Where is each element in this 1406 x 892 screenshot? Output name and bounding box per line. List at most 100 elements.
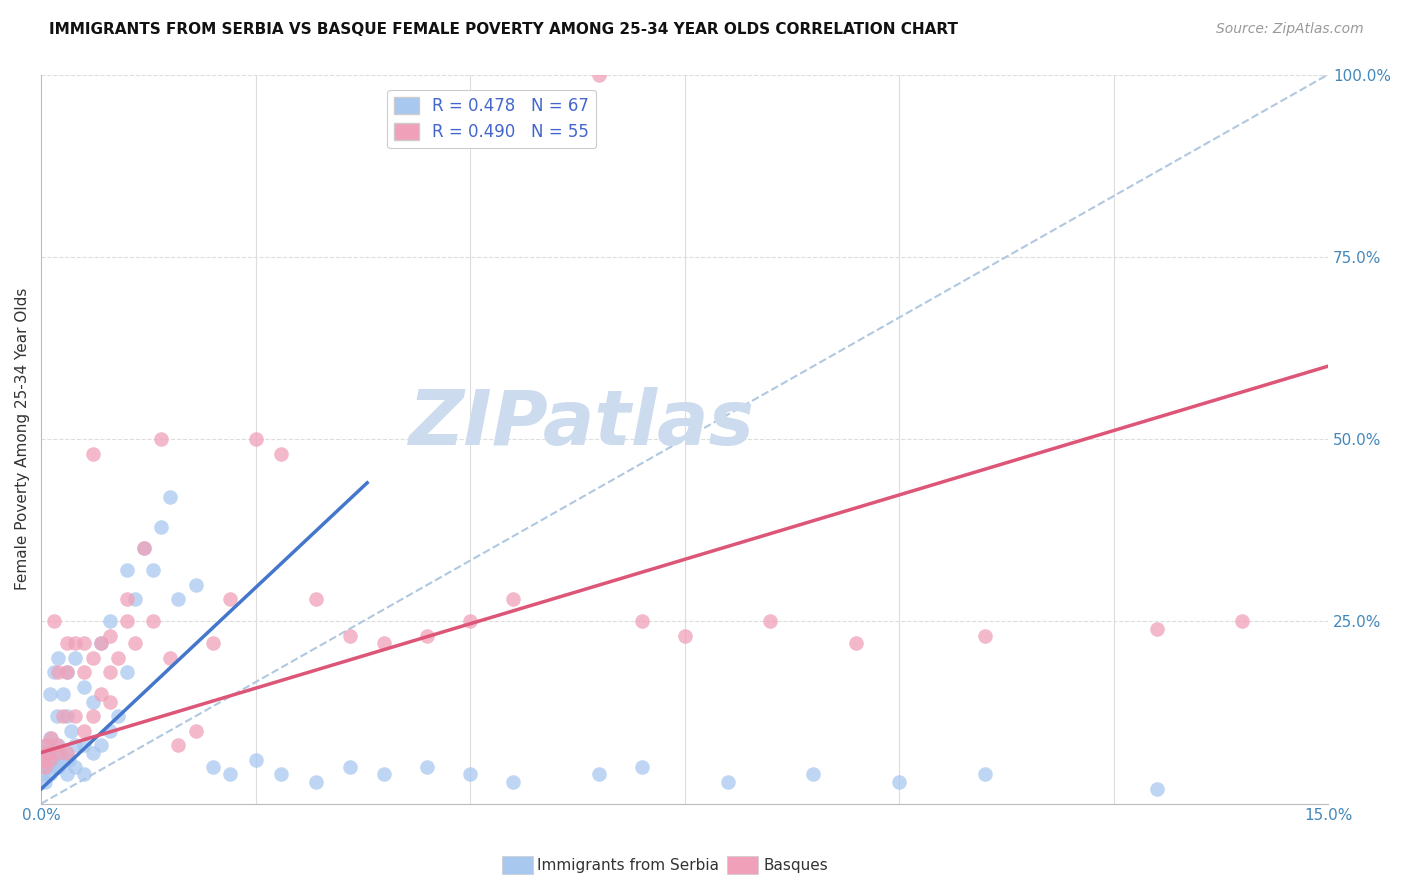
Point [38,731,60,745]
Point [82,694,104,708]
Point [45,709,67,723]
Point [270,767,292,781]
Point [98,629,121,643]
Point [1232,615,1254,629]
Legend: R = 0.478   N = 67, R = 0.490   N = 55: R = 0.478 N = 67, R = 0.490 N = 55 [387,90,596,148]
Point [73,723,96,738]
Point [49,746,72,760]
Point [65,739,87,753]
Point [82,746,104,760]
Point [218,767,240,781]
Point [45,739,67,753]
Point [46,760,69,774]
Point [245,432,267,446]
Point [34,774,56,789]
Point [159,650,181,665]
Point [245,753,267,767]
Point [90,636,112,650]
Point [90,636,112,650]
Text: IMMIGRANTS FROM SERBIA VS BASQUE FEMALE POVERTY AMONG 25-34 YEAR OLDS CORRELATIO: IMMIGRANTS FROM SERBIA VS BASQUE FEMALE … [49,22,959,37]
Point [716,774,738,789]
Point [65,760,87,774]
Point [107,650,129,665]
Y-axis label: Female Poverty Among 25-34 Year Olds: Female Poverty Among 25-34 Year Olds [15,288,30,591]
Point [98,615,121,629]
Point [218,592,240,607]
Point [46,665,69,680]
Text: Basques: Basques [763,858,828,872]
Point [673,629,696,643]
Text: ZIPatlas: ZIPatlas [409,387,755,461]
Point [339,629,361,643]
Point [167,739,190,753]
Point [201,760,224,774]
Point [82,650,104,665]
Point [416,629,439,643]
Point [56,709,79,723]
Point [132,541,155,556]
Point [115,665,138,680]
Point [34,760,56,774]
Point [115,563,138,577]
Point [630,760,652,774]
Point [1146,782,1168,797]
Point [82,709,104,723]
Point [107,709,129,723]
Point [38,753,60,767]
Point [41,731,63,745]
Point [31,760,53,774]
Point [90,687,112,701]
Point [35,739,58,753]
Point [124,636,146,650]
Point [65,709,87,723]
Point [46,650,69,665]
Point [73,739,96,753]
Point [42,760,65,774]
Point [159,491,181,505]
Point [51,687,73,701]
Point [759,615,782,629]
Point [588,68,610,82]
Point [37,753,59,767]
Point [184,578,207,592]
Point [37,746,59,760]
Point [339,760,361,774]
Point [34,746,56,760]
Point [60,723,83,738]
Point [82,447,104,461]
Point [801,767,824,781]
Point [90,739,112,753]
Point [38,767,60,781]
Point [167,592,190,607]
Point [974,629,997,643]
Point [35,760,58,774]
Point [305,592,328,607]
Point [73,767,96,781]
Point [56,746,79,760]
Point [73,636,96,650]
Point [270,447,292,461]
Point [56,636,79,650]
Point [150,432,173,446]
Point [887,774,910,789]
Point [845,636,868,650]
Point [98,665,121,680]
Point [32,753,55,767]
Point [1146,622,1168,636]
Point [142,563,165,577]
Point [373,767,395,781]
Point [132,541,155,556]
Text: Source: ZipAtlas.com: Source: ZipAtlas.com [1216,22,1364,37]
Point [73,680,96,694]
Point [56,665,79,680]
Point [42,665,65,680]
Point [502,592,524,607]
Point [56,767,79,781]
Point [974,767,997,781]
Point [416,760,439,774]
Point [124,592,146,607]
Point [51,753,73,767]
Point [58,753,80,767]
Point [98,694,121,708]
Point [65,650,87,665]
